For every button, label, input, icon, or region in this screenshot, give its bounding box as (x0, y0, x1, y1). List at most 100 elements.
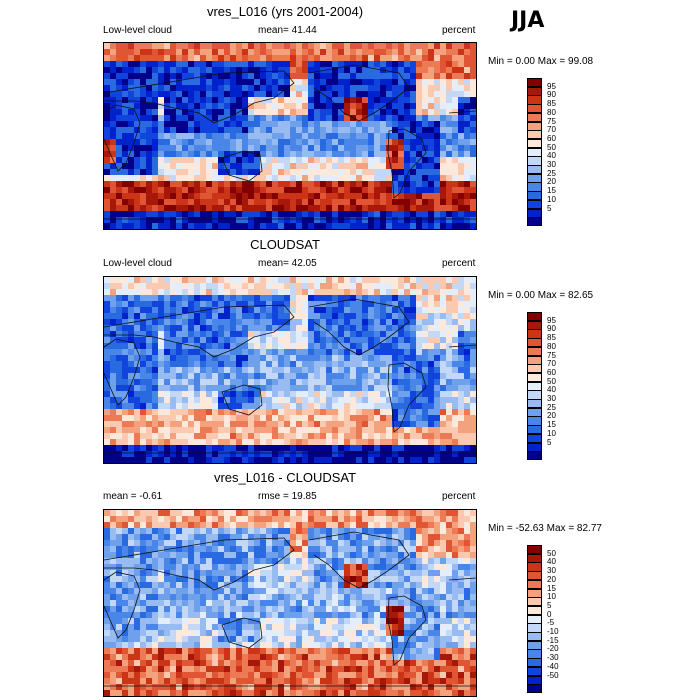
map-cell (452, 433, 459, 440)
map-cell (302, 594, 309, 601)
map-cell (404, 175, 411, 182)
map-cell (326, 127, 333, 134)
map-cell (254, 193, 261, 200)
map-cell (266, 534, 273, 541)
map-cell (146, 49, 153, 56)
map-cell (446, 367, 453, 374)
map-cell (170, 109, 177, 116)
map-cell (242, 139, 249, 146)
map-cell (458, 558, 465, 565)
map-cell (398, 121, 405, 128)
map-cell (254, 109, 261, 116)
map-cell (416, 295, 423, 302)
map-cell (188, 355, 195, 362)
map-cell (392, 421, 399, 428)
map-cell (374, 61, 381, 68)
map-cell (314, 181, 321, 188)
map-cell (176, 385, 183, 392)
map-cell (170, 582, 177, 589)
map-cell (254, 73, 261, 80)
colorbar-swatch (527, 217, 542, 227)
map-cell (458, 451, 465, 458)
map-cell (434, 385, 441, 392)
map-cell (170, 552, 177, 559)
map-cell (464, 109, 471, 116)
map-cell (452, 331, 459, 338)
colorbar-swatch (527, 147, 542, 157)
map-cell (188, 67, 195, 74)
map-cell (170, 85, 177, 92)
map-cell (458, 528, 465, 535)
map-cell (254, 313, 261, 320)
map-cell (188, 85, 195, 92)
map-cell (416, 355, 423, 362)
map-cell (368, 67, 375, 74)
map-cell (398, 331, 405, 338)
map-cell (368, 415, 375, 422)
map-cell (428, 588, 435, 595)
colorbar-swatch (527, 165, 542, 175)
map-cell (260, 379, 267, 386)
map-cell (182, 109, 189, 116)
map-cell (272, 570, 279, 577)
map-cell (356, 594, 363, 601)
map-cell (128, 403, 135, 410)
map-cell (200, 313, 207, 320)
map-cell (350, 433, 357, 440)
map-cell (380, 115, 387, 122)
map-cell (422, 61, 429, 68)
map-cell (152, 115, 159, 122)
map-cell (134, 588, 141, 595)
map-cell (386, 522, 393, 529)
map-cell (116, 528, 123, 535)
map-cell (368, 139, 375, 146)
map-cell (260, 397, 267, 404)
map-cell (356, 97, 363, 104)
map-cell (164, 61, 171, 68)
map-cell (206, 570, 213, 577)
map-cell (380, 85, 387, 92)
map-cell (146, 546, 153, 553)
colorbar-swatch (527, 95, 542, 105)
map-cell (272, 43, 279, 50)
map-cell (200, 223, 207, 229)
map-cell (326, 540, 333, 547)
map-cell (356, 552, 363, 559)
map-cell (266, 133, 273, 140)
map-cell (122, 97, 129, 104)
map-cell (452, 43, 459, 50)
map-cell (146, 582, 153, 589)
map-cell (332, 217, 339, 224)
map-cell (260, 558, 267, 565)
map-cell (332, 79, 339, 86)
map-cell (110, 528, 117, 535)
map-cell (164, 355, 171, 362)
map-cell (422, 91, 429, 98)
map-cell (128, 594, 135, 601)
map-cell (188, 582, 195, 589)
map-cell (404, 534, 411, 541)
map-cell (452, 169, 459, 176)
map-cell (182, 301, 189, 308)
map-cell (428, 313, 435, 320)
map-cell (224, 175, 231, 182)
map-cell (218, 522, 225, 529)
map-cell (206, 582, 213, 589)
coastline (104, 104, 141, 172)
map-cell (326, 175, 333, 182)
map-cell (434, 61, 441, 68)
map-cell (140, 199, 147, 206)
map-cell (218, 421, 225, 428)
map-cell (104, 163, 111, 170)
map-cell (374, 55, 381, 62)
map-cell (284, 313, 291, 320)
map-cell (140, 193, 147, 200)
map-cell (350, 109, 357, 116)
map-cell (296, 73, 303, 80)
map-cell (380, 55, 387, 62)
map-cell (158, 397, 165, 404)
map-cell (284, 289, 291, 296)
map-cell (104, 301, 111, 308)
map-cell (158, 564, 165, 571)
map-cell (452, 175, 459, 182)
